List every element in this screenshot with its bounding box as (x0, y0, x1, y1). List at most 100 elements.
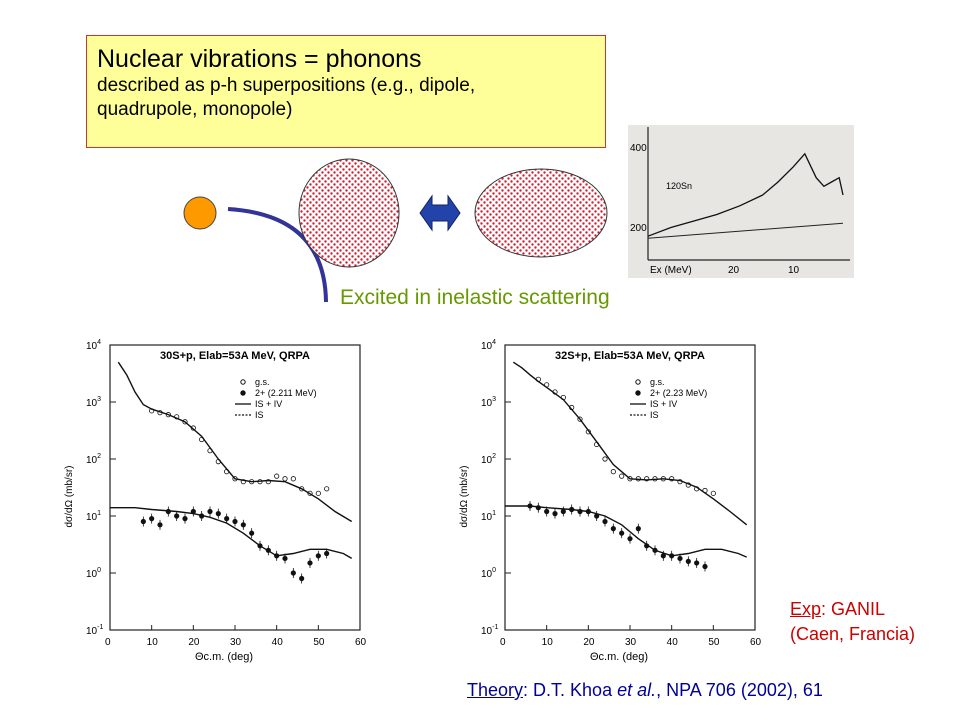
cross-section-plot-s32: 32S+p, Elab=53A MeV, QRPA g.s.2+ (2.23 Me… (459, 339, 762, 663)
s30-xtick-label-2: 20 (188, 637, 200, 648)
s32-series-line-3 (505, 505, 747, 558)
s30-point-1-13 (249, 530, 255, 536)
s32-point-0-8 (602, 456, 608, 462)
s32-xtick-label-4: 40 (667, 637, 679, 648)
s30-ytick-label-5: 104 (86, 339, 101, 352)
s32-point-1-18 (677, 555, 683, 562)
nucleon-icon (183, 196, 217, 230)
s32-point-1-21 (702, 563, 708, 570)
s32-ytick-label-4: 103 (481, 396, 496, 409)
s32-point-1-19 (685, 558, 691, 564)
s30-ylabel: dσ/dΩ (mb/sr) (64, 466, 75, 528)
s30-legend-text-0: g.s. (255, 377, 270, 387)
s30-xtick-label-1: 10 (147, 637, 159, 648)
s30-point-1-5 (182, 516, 188, 522)
s30-point-1-17 (282, 555, 288, 562)
s32-xtick-label-0: 0 (500, 637, 506, 648)
s32-axes-frame (504, 344, 756, 631)
s30-point-0-20 (315, 490, 321, 496)
s30-xlabel: Θc.m. (deg) (195, 651, 253, 663)
theory-label: Theory (467, 680, 524, 700)
s32-point-1-4 (560, 508, 566, 515)
s30-xtick-label-3: 30 (230, 637, 242, 648)
s32-xlabel: Θc.m. (deg) (590, 651, 648, 663)
s30-point-1-11 (232, 518, 238, 525)
ellipse-icon (474, 168, 608, 258)
s32-point-1-9 (602, 518, 608, 525)
s32-point-0-10 (619, 473, 625, 479)
s32-point-0-9 (610, 469, 616, 475)
s32-point-1-20 (694, 560, 700, 566)
s30-axes-frame (109, 344, 361, 631)
s32-point-1-3 (552, 511, 558, 517)
s32-point-1-11 (619, 530, 625, 536)
s30-series-line-2 (117, 361, 353, 523)
s30-title: 30S+p, Elab=53A MeV, QRPA (160, 350, 310, 362)
s32-legend-marker-0 (635, 379, 641, 385)
spectrum-ytick-200: 200 (630, 223, 647, 234)
sphere-icon (298, 158, 400, 268)
s32-point-1-12 (627, 536, 633, 542)
spectrum-inset: 120Sn 400 200 Ex (MeV) 20 10 (628, 125, 854, 278)
s32-series-line-2 (512, 361, 748, 526)
s32-legend-marker-1 (635, 390, 641, 396)
s32-xtick-label-1: 10 (542, 637, 554, 648)
s32-xtick-label-6: 60 (750, 637, 762, 648)
s32-xtick-label-3: 30 (625, 637, 637, 648)
theory-ref: , NPA 706 (2002), 61 (656, 680, 823, 700)
spectrum-background-line (647, 222, 844, 239)
s30-xtick-label-6: 60 (355, 637, 367, 648)
s30-point-1-9 (215, 511, 221, 517)
s32-point-0-21 (710, 490, 716, 496)
s32-xtick-label-5: 50 (708, 637, 720, 648)
arc-icon (227, 207, 328, 303)
s32-legend-text-3: IS (650, 410, 659, 420)
s32-ytick-label-0: 10-1 (481, 624, 498, 637)
spectrum-ytick-400: 400 (630, 143, 647, 154)
spectrum-background (628, 125, 854, 278)
cross-section-plot-s30: 30S+p, Elab=53A MeV, QRPA g.s.2+ (2.211 M… (64, 339, 367, 663)
s30-point-0-17 (290, 476, 296, 482)
title-box: Nuclear vibrations = phonons described a… (86, 35, 606, 148)
s30-point-1-12 (240, 522, 246, 528)
s30-point-0-16 (282, 476, 288, 482)
slide-title: Nuclear vibrations = phonons (97, 45, 422, 73)
s32-xtick-label-2: 20 (583, 637, 595, 648)
s32-point-1-2 (544, 508, 550, 515)
s30-point-1-18 (290, 570, 296, 576)
s32-point-1-10 (610, 526, 616, 532)
s30-point-1-0 (140, 518, 146, 525)
s30-xtick-label-0: 0 (105, 637, 111, 648)
s30-ytick-label-3: 102 (86, 453, 101, 466)
spectrum-line (647, 152, 844, 237)
excited-caption: Excited in inelastic scattering (340, 286, 610, 309)
exp-credit: Exp: GANIL (Caen, Francia) (790, 597, 915, 647)
s30-point-1-8 (207, 508, 213, 515)
spectrum-label: 120Sn (666, 181, 692, 191)
exp-label: Exp (790, 599, 822, 619)
s30-xtick-label-4: 40 (272, 637, 284, 648)
vibration-diagram (183, 158, 608, 303)
s30-ytick-label-4: 103 (86, 396, 101, 409)
s30-ytick-label-1: 100 (86, 567, 101, 580)
slide-subtitle: described as p-h superpositions (e.g., d… (97, 75, 476, 120)
s32-ytick-label-2: 101 (481, 510, 496, 523)
s30-point-1-22 (324, 550, 330, 557)
s30-point-1-2 (157, 522, 163, 528)
s32-ytick-label-1: 100 (481, 567, 496, 580)
s30-legend-text-1: 2+ (2.211 MeV) (255, 388, 317, 398)
s30-point-1-20 (307, 560, 313, 566)
theory-text: : D.T. Khoa (523, 680, 618, 700)
s30-ytick-label-0: 10-1 (86, 624, 103, 637)
spectrum-xlabel: Ex (MeV) (650, 265, 692, 276)
s30-ytick-label-2: 101 (86, 510, 101, 523)
s30-point-0-15 (274, 473, 280, 479)
s30-point-1-19 (299, 575, 305, 582)
s32-ylabel: dσ/dΩ (mb/sr) (459, 466, 470, 528)
s30-point-1-4 (174, 513, 180, 519)
theory-credit: Theory: D.T. Khoa et al., NPA 706 (2002)… (467, 680, 823, 701)
s32-legend-text-2: IS + IV (650, 399, 677, 409)
exp-location: (Caen, Francia) (790, 624, 916, 644)
theory-etal: et al. (617, 680, 657, 700)
s32-legend-text-0: g.s. (650, 377, 665, 387)
